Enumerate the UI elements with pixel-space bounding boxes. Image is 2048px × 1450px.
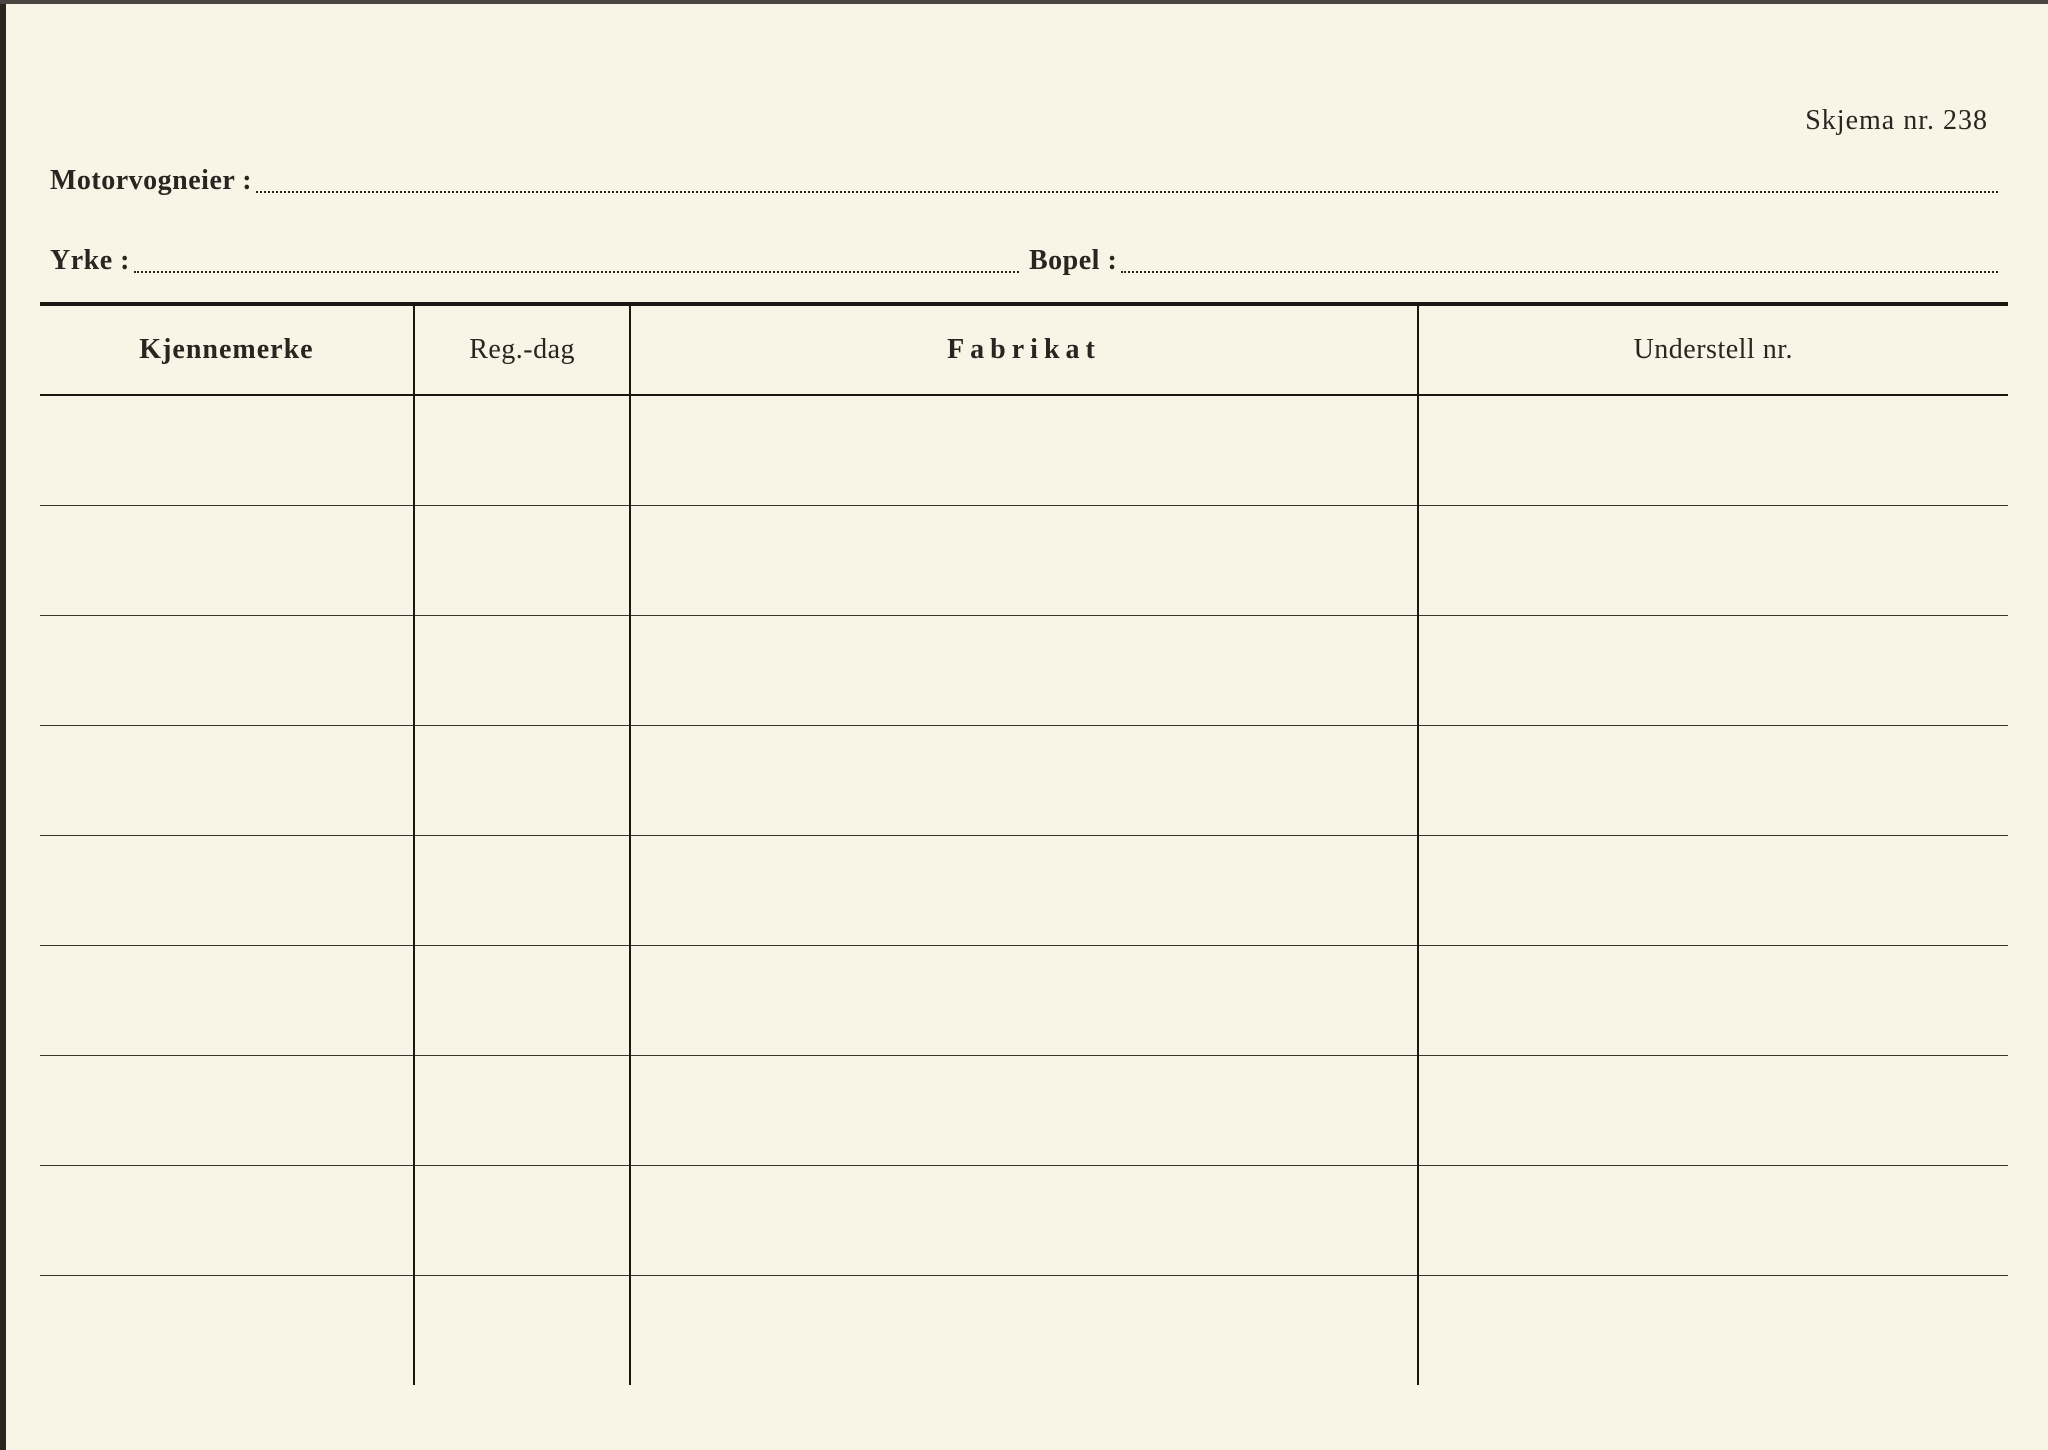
cell-understell <box>1418 505 2008 615</box>
field-bopel: Bopel : <box>1029 245 1998 277</box>
cell-regdag <box>414 945 630 1055</box>
yrke-label: Yrke : <box>50 245 130 277</box>
motorvogneier-label: Motorvogneier : <box>50 165 252 197</box>
table-row <box>40 615 2008 725</box>
cell-fabrikat <box>630 505 1417 615</box>
cell-understell <box>1418 1275 2008 1385</box>
cell-fabrikat <box>630 1055 1417 1165</box>
table-row <box>40 1165 2008 1275</box>
table-row <box>40 505 2008 615</box>
field-yrke-bopel: Yrke : Bopel : <box>50 245 1998 277</box>
cell-fabrikat <box>630 395 1417 505</box>
cell-kjennemerke <box>40 835 414 945</box>
cell-regdag <box>414 1165 630 1275</box>
table-row <box>40 1275 2008 1385</box>
cell-kjennemerke <box>40 615 414 725</box>
cell-regdag <box>414 615 630 725</box>
yrke-line <box>134 271 1019 273</box>
table-row <box>40 725 2008 835</box>
cell-kjennemerke <box>40 1055 414 1165</box>
cell-fabrikat <box>630 615 1417 725</box>
cell-kjennemerke <box>40 945 414 1055</box>
form-card: Skjema nr. 238 Motorvogneier : Yrke : Bo… <box>0 0 2048 1450</box>
cell-fabrikat <box>630 725 1417 835</box>
header-fields: Motorvogneier : Yrke : Bopel : <box>40 165 2008 277</box>
cell-regdag <box>414 725 630 835</box>
table-header-row: Kjennemerke Reg.-dag Fabrikat Understell… <box>40 306 2008 395</box>
bopel-label: Bopel : <box>1029 245 1117 277</box>
col-header-fabrikat: Fabrikat <box>630 306 1417 395</box>
table-body <box>40 395 2008 1385</box>
cell-fabrikat <box>630 835 1417 945</box>
col-header-understell: Understell nr. <box>1418 306 2008 395</box>
cell-kjennemerke <box>40 1275 414 1385</box>
cell-fabrikat <box>630 1165 1417 1275</box>
table-row <box>40 1055 2008 1165</box>
cell-understell <box>1418 945 2008 1055</box>
cell-fabrikat <box>630 945 1417 1055</box>
table-row <box>40 945 2008 1055</box>
registration-table: Kjennemerke Reg.-dag Fabrikat Understell… <box>40 306 2008 1385</box>
cell-regdag <box>414 395 630 505</box>
cell-kjennemerke <box>40 505 414 615</box>
cell-understell <box>1418 835 2008 945</box>
motorvogneier-line <box>256 191 1998 193</box>
field-motorvogneier: Motorvogneier : <box>50 165 1998 197</box>
cell-regdag <box>414 1275 630 1385</box>
cell-understell <box>1418 615 2008 725</box>
cell-understell <box>1418 395 2008 505</box>
cell-understell <box>1418 725 2008 835</box>
cell-regdag <box>414 835 630 945</box>
cell-understell <box>1418 1055 2008 1165</box>
cell-fabrikat <box>630 1275 1417 1385</box>
bopel-line <box>1121 271 1998 273</box>
table-row <box>40 835 2008 945</box>
col-header-kjennemerke: Kjennemerke <box>40 306 414 395</box>
cell-understell <box>1418 1165 2008 1275</box>
registration-table-container: Kjennemerke Reg.-dag Fabrikat Understell… <box>40 302 2008 1385</box>
cell-kjennemerke <box>40 395 414 505</box>
col-header-regdag: Reg.-dag <box>414 306 630 395</box>
cell-kjennemerke <box>40 725 414 835</box>
table-row <box>40 395 2008 505</box>
cell-kjennemerke <box>40 1165 414 1275</box>
cell-regdag <box>414 505 630 615</box>
form-number: Skjema nr. 238 <box>1805 105 1988 137</box>
cell-regdag <box>414 1055 630 1165</box>
field-yrke: Yrke : <box>50 245 1019 277</box>
